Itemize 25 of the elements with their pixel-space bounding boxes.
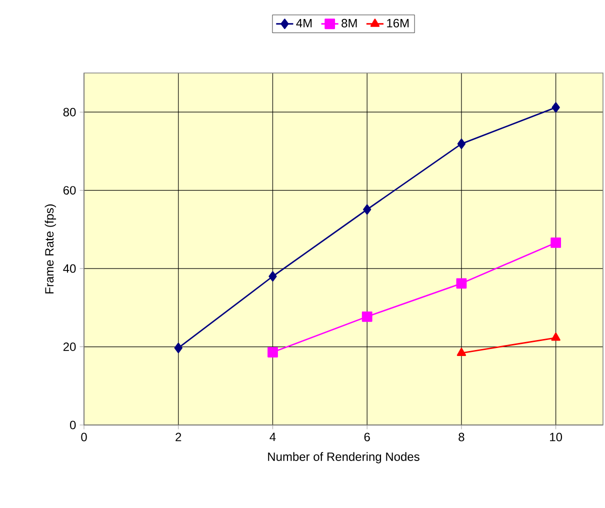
point bbox=[268, 347, 278, 358]
legend-label: 4M bbox=[296, 18, 312, 28]
x-tick-label: 10 bbox=[550, 432, 562, 442]
x-tick-label: 8 bbox=[458, 432, 464, 442]
x-tick-label: 2 bbox=[176, 432, 182, 442]
point bbox=[552, 102, 560, 113]
y-axis-title: Frame Rate (fps) bbox=[44, 204, 56, 294]
x-tick-label: 4 bbox=[270, 432, 276, 442]
x-tick-label: 0 bbox=[81, 432, 87, 442]
point bbox=[268, 271, 277, 282]
point bbox=[363, 204, 372, 215]
point bbox=[456, 278, 467, 289]
x-tick-label: 6 bbox=[364, 432, 370, 442]
y-tick-label: 20 bbox=[63, 342, 76, 352]
y-tick-label: 40 bbox=[63, 264, 76, 273]
y-tick-label: 80 bbox=[63, 108, 76, 116]
point bbox=[362, 311, 372, 322]
y-tick-label: 60 bbox=[63, 186, 76, 195]
point bbox=[457, 138, 466, 149]
point bbox=[550, 238, 562, 248]
y-tick-label: 0 bbox=[70, 420, 76, 430]
legend-label: 8M bbox=[342, 18, 357, 28]
point bbox=[174, 342, 182, 354]
x-axis-title: Number of Rendering Nodes bbox=[268, 452, 420, 464]
legend-label: 16M bbox=[387, 18, 409, 28]
